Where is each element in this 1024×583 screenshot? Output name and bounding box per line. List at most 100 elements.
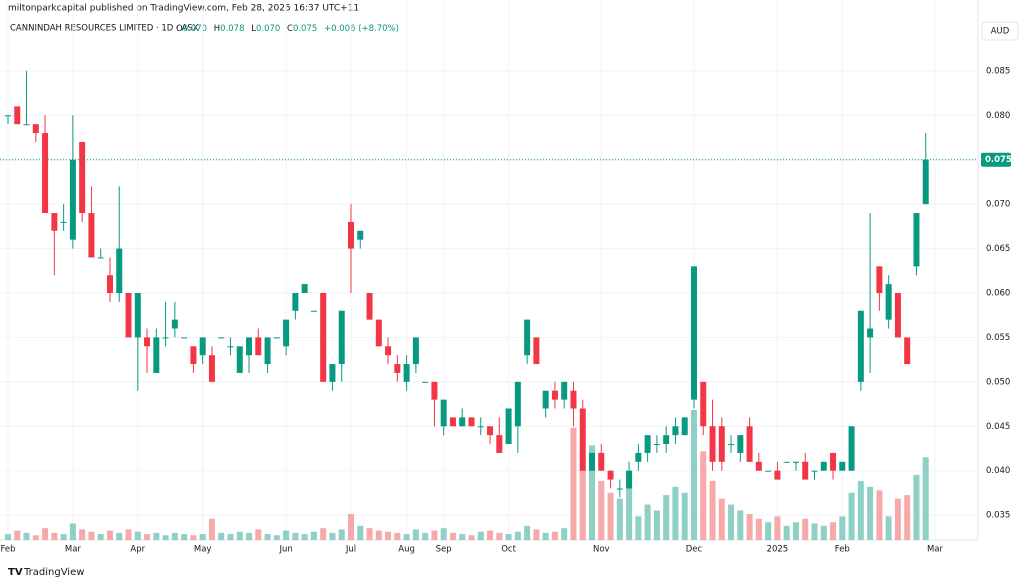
volume-bar — [718, 498, 725, 540]
y-tick-label: 0.055 — [986, 333, 1010, 343]
volume-bar — [171, 532, 178, 540]
candle-body — [894, 292, 901, 338]
candle-body — [32, 124, 39, 134]
x-tick-label: Dec — [686, 545, 703, 555]
volume-bar — [385, 531, 392, 540]
candle-body — [338, 310, 345, 365]
candle-body — [116, 248, 123, 293]
y-tick-label: 0.085 — [986, 66, 1010, 76]
x-tick-label: 2025 — [767, 545, 789, 555]
volume-bar — [69, 523, 76, 540]
volume-bar — [440, 528, 447, 540]
candle-body — [283, 319, 290, 347]
candle-body — [357, 230, 364, 240]
volume-bar — [783, 525, 790, 540]
candle-body — [60, 221, 67, 223]
candle-body — [301, 284, 308, 293]
candle-body — [663, 435, 670, 445]
volume-bar — [394, 532, 401, 540]
candle-body — [134, 292, 141, 338]
candle-body — [737, 435, 744, 453]
candle-body — [514, 381, 521, 427]
volume-bar — [134, 531, 141, 540]
candle-body — [422, 381, 429, 383]
candle-body — [171, 319, 178, 329]
volume-bar — [830, 522, 837, 540]
volume-bar — [487, 530, 494, 540]
candle-body — [820, 461, 827, 471]
volume-bar — [700, 451, 707, 540]
candle-body — [255, 337, 262, 356]
volume-bar — [857, 480, 864, 540]
candle-body — [403, 364, 410, 382]
candle-body — [218, 337, 225, 339]
change: +0.006 (+8.70%) — [324, 24, 399, 34]
candle-body — [14, 106, 21, 125]
volume-bar — [755, 518, 762, 540]
candle-body — [848, 426, 855, 471]
candle-body — [792, 461, 799, 463]
volume-bar — [792, 522, 799, 540]
candle-body — [199, 337, 206, 356]
volume-bar — [97, 534, 104, 540]
candle-body — [681, 417, 688, 436]
volume-bar — [885, 516, 892, 540]
volume-bar — [60, 534, 67, 540]
volume-bar — [144, 534, 151, 540]
volume-bar — [728, 504, 735, 540]
volume-bar — [283, 530, 290, 540]
volume-bar — [570, 427, 577, 540]
candle-body — [904, 337, 911, 365]
volume-bar — [366, 528, 373, 540]
volume-bar — [533, 529, 540, 540]
volume-bar — [403, 534, 410, 540]
volume-bar — [51, 532, 58, 540]
volume-bar — [802, 518, 809, 540]
candle-body — [459, 417, 466, 427]
volume-bar — [116, 532, 123, 540]
candle-body — [236, 346, 243, 373]
candle-body — [700, 381, 707, 427]
volume-bar — [820, 525, 827, 540]
volume-bar — [922, 457, 929, 540]
x-tick-label: Nov — [593, 545, 610, 555]
candle-body — [125, 292, 132, 338]
volume-bar — [236, 531, 243, 540]
candle-body — [913, 213, 920, 267]
currency[interactable]: AUD — [991, 27, 1010, 37]
candle-body — [468, 417, 475, 427]
candle-body — [598, 452, 605, 471]
h-value: 0.078 — [220, 24, 244, 34]
candle-body — [857, 310, 864, 382]
volume-bar — [449, 532, 456, 540]
volume-bar — [199, 534, 206, 540]
candle-body — [589, 452, 596, 471]
volume-bar — [626, 486, 633, 540]
candle-body — [227, 346, 234, 348]
candle-body — [653, 444, 660, 446]
volume-bar — [561, 528, 568, 540]
currency-box[interactable] — [981, 21, 1019, 41]
volume-bar — [589, 445, 596, 540]
volume-bar — [551, 531, 558, 540]
volume-bar — [607, 492, 614, 540]
volume-bar — [106, 530, 113, 540]
volume-bar — [904, 495, 911, 540]
candle-body — [876, 266, 883, 293]
c-value: 0.075 — [293, 24, 317, 34]
volume-bar — [357, 525, 364, 540]
y-tick-label: 0.045 — [986, 422, 1010, 432]
candle-body — [551, 390, 558, 400]
volume-bar — [23, 532, 30, 540]
candle-body — [496, 435, 503, 453]
volume-bar — [264, 534, 271, 540]
candle-body — [69, 159, 76, 240]
candle-body — [394, 364, 401, 373]
candle-body — [329, 364, 336, 382]
candle-body — [561, 381, 568, 400]
volume-bar — [14, 530, 21, 540]
candle-body — [885, 284, 892, 320]
volume-bar — [709, 480, 716, 540]
candle-body — [51, 213, 58, 231]
volume-bar — [125, 529, 132, 540]
